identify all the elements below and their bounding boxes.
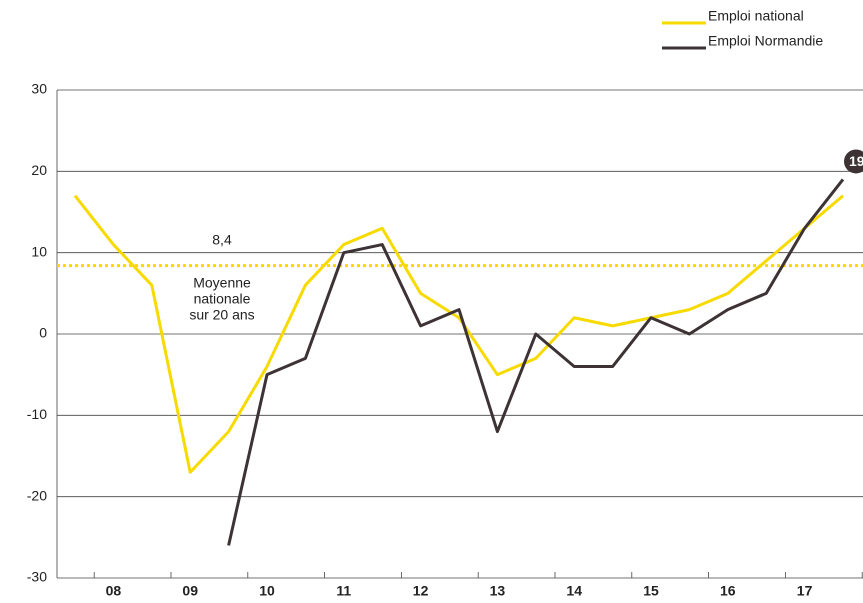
y-tick-label: 30	[31, 81, 47, 97]
y-tick-label: 20	[31, 162, 47, 178]
average-text: Moyenne	[193, 274, 251, 290]
x-tick-label: 13	[490, 583, 506, 599]
legend-label: Emploi Normandie	[708, 33, 823, 49]
legend-label: Emploi national	[708, 8, 804, 24]
average-text: nationale	[194, 290, 251, 306]
series-line	[227, 178, 845, 546]
x-tick-label: 15	[643, 583, 659, 599]
average-label: 8,4	[212, 231, 232, 247]
x-tick-label: 09	[182, 583, 198, 599]
x-tick-label: 14	[566, 583, 582, 599]
x-tick-label: 08	[106, 583, 122, 599]
y-tick-label: -20	[27, 487, 47, 503]
x-tick-label: 11	[336, 583, 351, 599]
y-tick-label: -10	[27, 406, 47, 422]
x-tick-label: 12	[413, 583, 429, 599]
end-label: 19	[849, 153, 863, 169]
x-tick-label: 10	[259, 583, 275, 599]
x-tick-label: 16	[720, 583, 736, 599]
y-tick-label: 0	[39, 325, 47, 341]
end-badge	[844, 149, 863, 174]
y-tick-label: 10	[31, 243, 47, 259]
y-tick-label: -30	[27, 569, 47, 585]
x-tick-label: 17	[797, 583, 813, 599]
average-text: sur 20 ans	[189, 306, 254, 322]
series-line	[73, 194, 844, 474]
